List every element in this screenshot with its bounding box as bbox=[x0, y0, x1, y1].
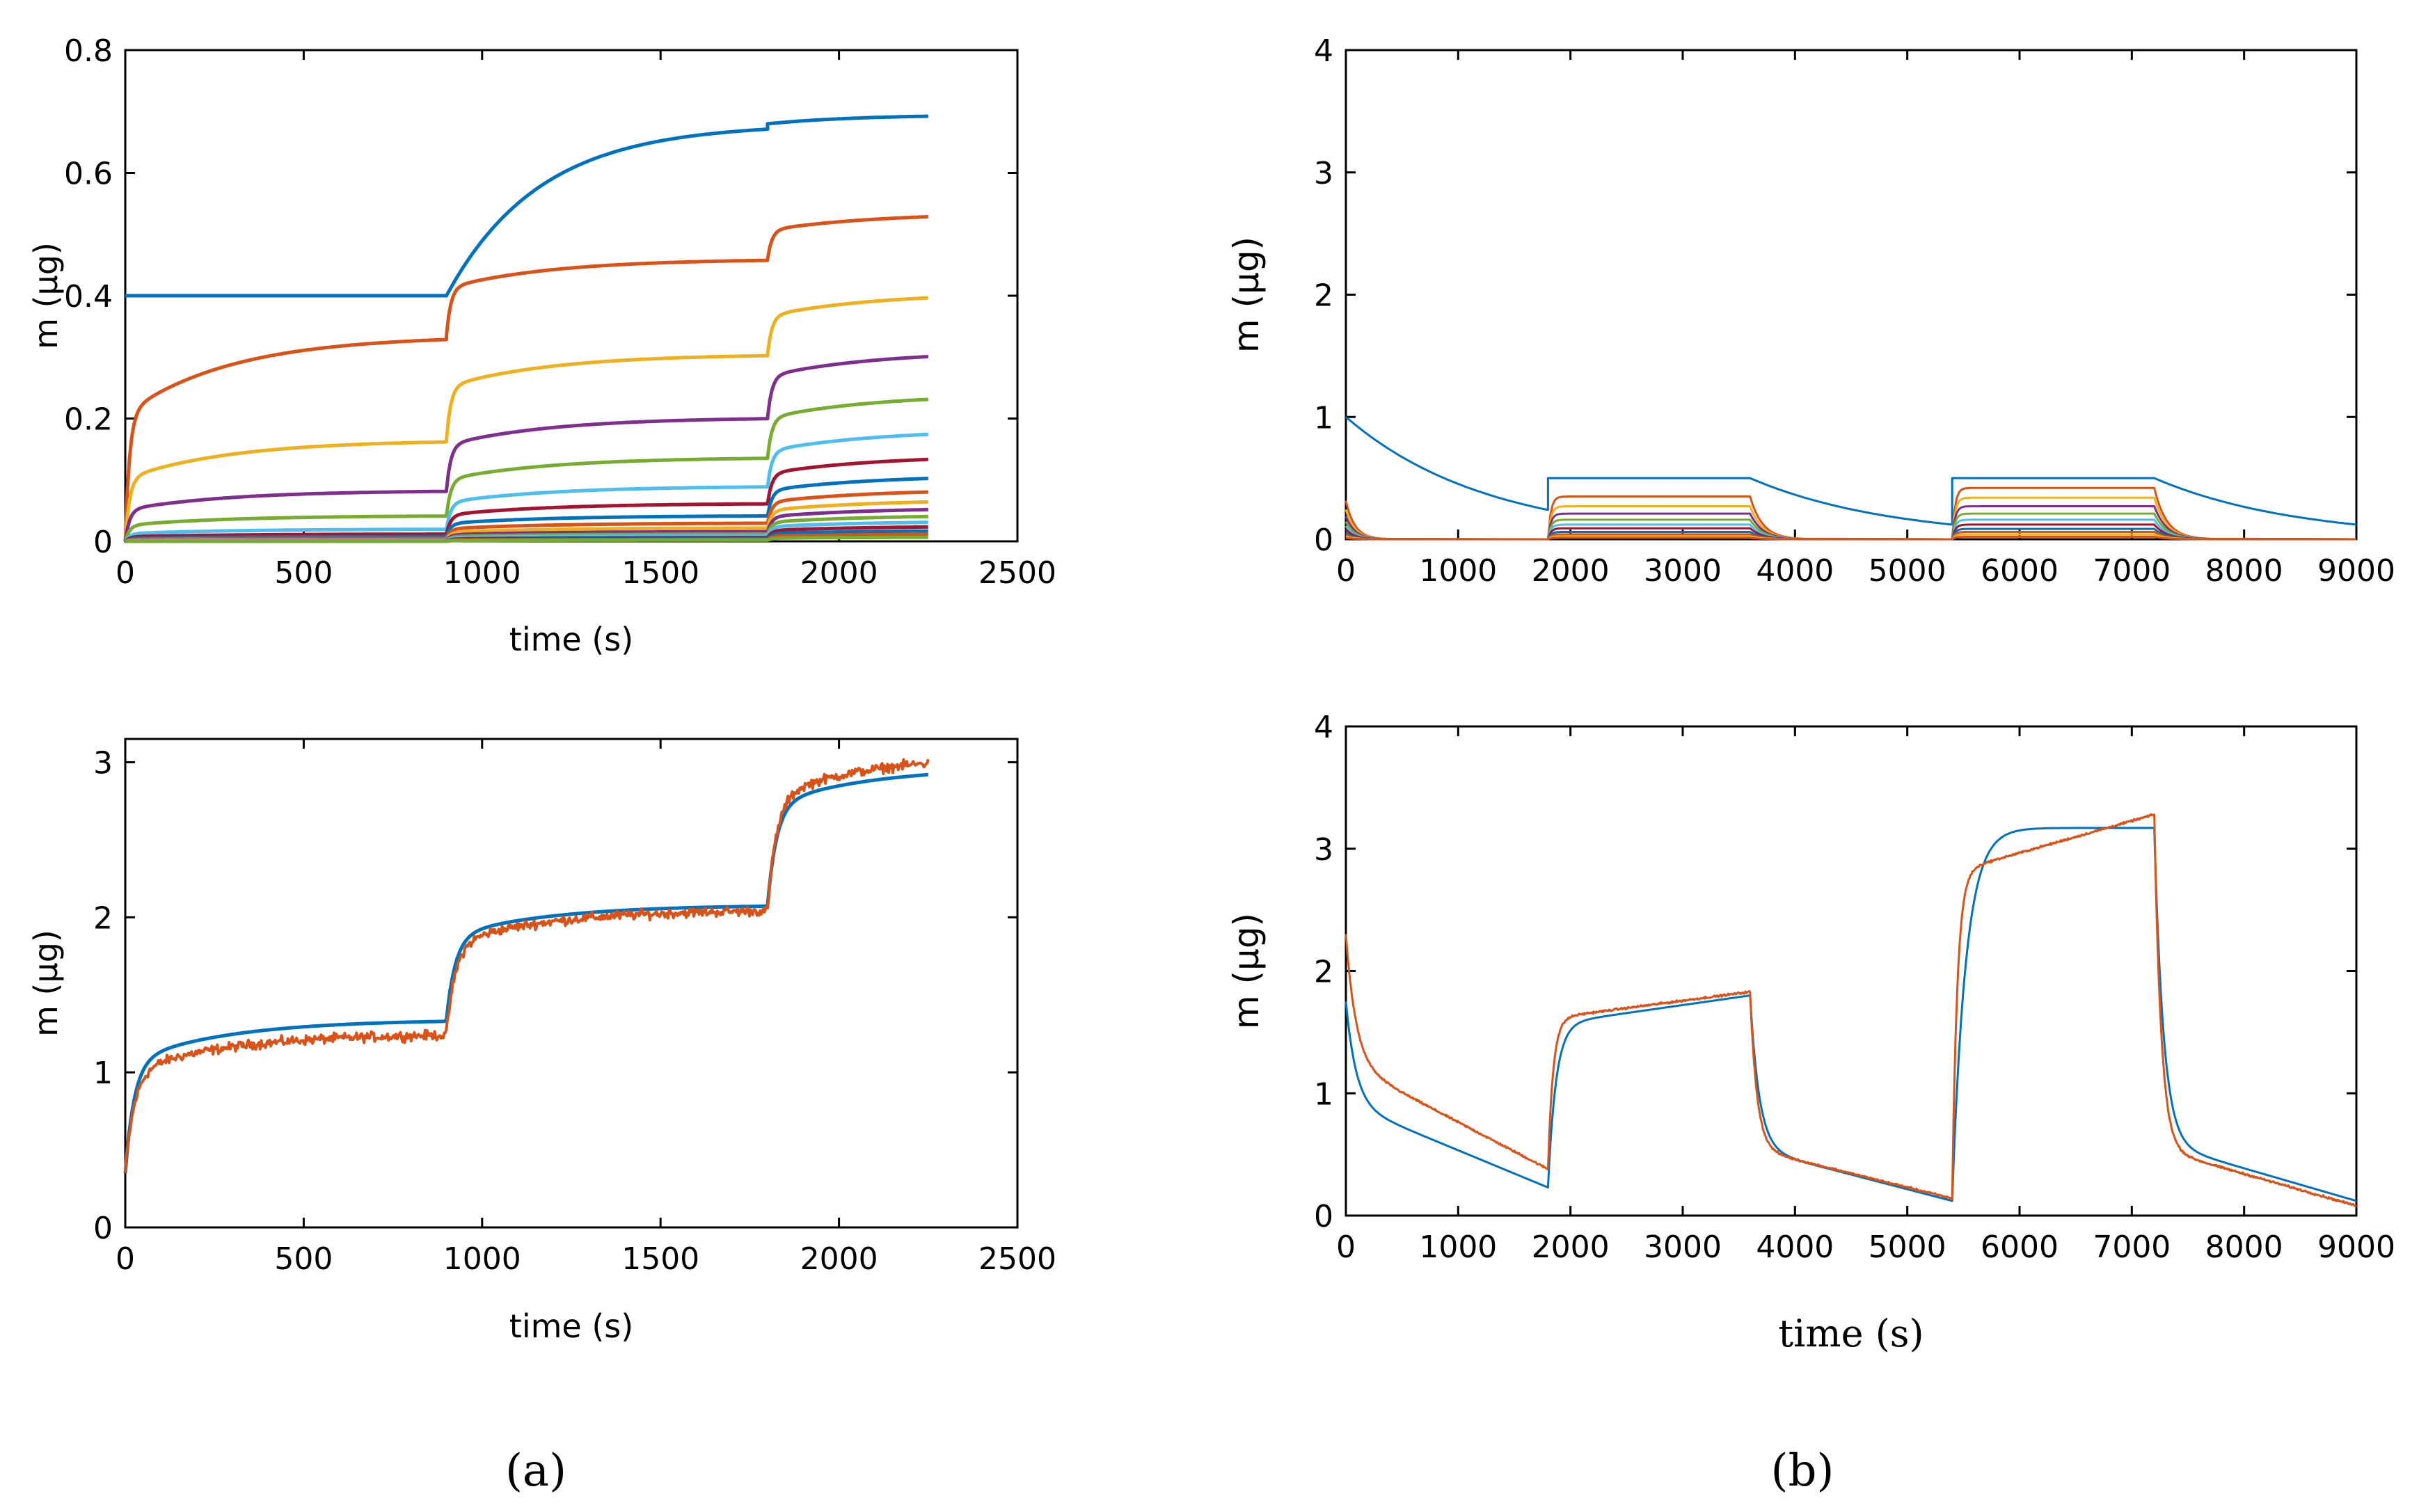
series-line bbox=[1345, 536, 2356, 541]
x-tick-label: 7000 bbox=[2093, 553, 2171, 589]
x-tick-label: 1000 bbox=[1419, 553, 1497, 589]
x-tick-label: 8000 bbox=[2205, 553, 2283, 589]
plot-area bbox=[1345, 49, 2358, 541]
x-tick-label: 2000 bbox=[800, 555, 878, 591]
y-tick-label: 1 bbox=[1314, 400, 1333, 436]
y-tick-label: 0.6 bbox=[64, 157, 113, 192]
y-tick-label: 3 bbox=[93, 745, 113, 781]
x-tick-label: 2500 bbox=[978, 1241, 1056, 1277]
series-line bbox=[123, 355, 928, 542]
y-tick-label: 0 bbox=[1314, 1199, 1333, 1234]
x-tick-label: 500 bbox=[274, 1241, 333, 1277]
series-line bbox=[125, 114, 928, 298]
x-tick-label: 0 bbox=[116, 555, 135, 591]
chart-b-top: 0 1000 2000 3000 4000 5000 6000 7000 8000 9000 0 1 2… bbox=[1226, 33, 2395, 589]
series-line bbox=[1345, 496, 2357, 541]
y-tick-label: 2 bbox=[93, 900, 113, 936]
x-tick-label: 0 bbox=[1336, 1230, 1356, 1265]
x-tick-label: 1500 bbox=[621, 1241, 699, 1277]
y-tick-label: 0.2 bbox=[64, 402, 113, 438]
y-tick-label: 3 bbox=[1314, 832, 1333, 868]
y-axis-label: m (μg) bbox=[1226, 913, 1267, 1029]
x-tick-label: 3000 bbox=[1644, 1230, 1722, 1265]
x-tick-label: 1000 bbox=[1419, 1230, 1497, 1265]
y-tick-label: 0 bbox=[93, 525, 113, 560]
y-axis-label: m (μg) bbox=[27, 930, 65, 1037]
series-line bbox=[124, 457, 928, 543]
x-tick-label: 9000 bbox=[2317, 1230, 2395, 1265]
x-axis-label: time (s) bbox=[1778, 1312, 1924, 1355]
series-line bbox=[123, 215, 928, 542]
chart-a-bottom: 0 500 1000 1500 2000 2500 0 1 2 3 m (μg) time (s) bbox=[27, 738, 1056, 1345]
x-tick-label: 7000 bbox=[2093, 1230, 2171, 1265]
plot-area bbox=[124, 738, 1019, 1229]
series-line bbox=[123, 296, 928, 542]
y-tick-label: 0.4 bbox=[64, 279, 113, 315]
y-tick-label: 0.8 bbox=[64, 33, 113, 69]
y-tick-label: 2 bbox=[1314, 955, 1333, 990]
series-line bbox=[1345, 486, 2357, 541]
x-tick-label: 6000 bbox=[1981, 1230, 2059, 1265]
x-tick-label: 9000 bbox=[2317, 553, 2395, 589]
plot-area bbox=[1345, 725, 2358, 1217]
chart-a-top: 0 500 1000 1500 2000 2500 0 0.2 0.4 0.6 0.8 m (μg) t… bbox=[27, 33, 1056, 658]
series-line bbox=[123, 432, 928, 543]
x-tick-label: 2000 bbox=[800, 1241, 878, 1277]
series-line bbox=[125, 535, 928, 543]
x-tick-label: 500 bbox=[274, 555, 333, 591]
x-tick-label: 4000 bbox=[1756, 1230, 1834, 1265]
x-axis-label: time (s) bbox=[509, 1307, 633, 1345]
x-tick-label: 6000 bbox=[1981, 553, 2059, 589]
series-line-model bbox=[123, 772, 928, 1174]
y-axis-label: m (μg) bbox=[1226, 237, 1267, 353]
x-axis-label: time (s) bbox=[509, 621, 633, 658]
x-tick-label: 5000 bbox=[1869, 1230, 1946, 1265]
x-tick-label: 2000 bbox=[1532, 553, 1610, 589]
x-tick-label: 1000 bbox=[443, 555, 521, 591]
y-tick-label: 1 bbox=[1314, 1076, 1333, 1112]
x-tick-label: 5000 bbox=[1869, 553, 1946, 589]
x-tick-label: 0 bbox=[116, 1241, 135, 1277]
y-tick-label: 0 bbox=[1314, 523, 1333, 558]
x-tick-label: 1000 bbox=[443, 1241, 521, 1277]
x-tick-label: 0 bbox=[1336, 553, 1356, 589]
y-tick-label: 4 bbox=[1314, 33, 1333, 69]
y-tick-label: 2 bbox=[1314, 278, 1333, 314]
x-tick-label: 3000 bbox=[1644, 553, 1722, 589]
x-tick-label: 2000 bbox=[1532, 1230, 1610, 1265]
y-tick-label: 4 bbox=[1314, 710, 1333, 745]
y-tick-label: 3 bbox=[1314, 156, 1333, 191]
x-tick-label: 8000 bbox=[2205, 1230, 2283, 1265]
chart-b-bottom: 0 1000 2000 3000 4000 5000 6000 7000 8000 9000 0 1 2… bbox=[1226, 710, 2395, 1355]
x-tick-label: 2500 bbox=[978, 555, 1056, 591]
x-tick-label: 4000 bbox=[1756, 553, 1834, 589]
series-line-measured bbox=[1345, 813, 2357, 1208]
x-tick-label: 1500 bbox=[621, 555, 699, 591]
series-line-measured bbox=[124, 758, 930, 1173]
series-line bbox=[1345, 416, 2357, 526]
panel-label-a: (a) bbox=[505, 1445, 566, 1497]
panel-label-b: (b) bbox=[1771, 1445, 1834, 1497]
y-tick-label: 1 bbox=[93, 1056, 113, 1091]
series-line bbox=[123, 397, 928, 542]
y-tick-label: 0 bbox=[93, 1211, 113, 1246]
y-axis-label: m (μg) bbox=[27, 242, 65, 349]
